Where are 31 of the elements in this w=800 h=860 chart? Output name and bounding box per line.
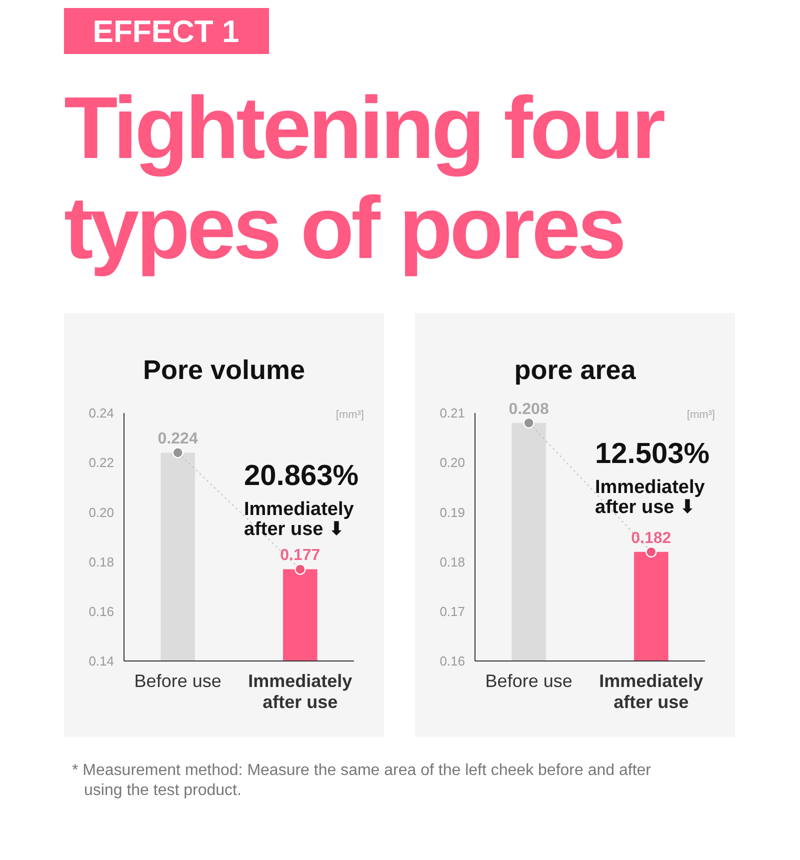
data-label: 0.177 xyxy=(280,547,320,564)
x-tick-label: Before use xyxy=(134,671,222,691)
text: 0.19 xyxy=(440,504,465,520)
data-label: 0.224 xyxy=(158,430,198,448)
text: 0.16 xyxy=(440,654,465,669)
chart-title: Pore volume xyxy=(142,355,306,385)
text: 0.24 xyxy=(88,406,114,421)
text: 0.18 xyxy=(88,554,114,570)
data-label: 0.182 xyxy=(631,530,672,547)
text: Tightening four types of pores xyxy=(64,78,664,277)
annotation: 20.863% xyxy=(244,460,359,492)
text: 0.14 xyxy=(88,654,114,669)
text: 0.18 xyxy=(440,554,465,570)
text: 0.20 xyxy=(440,455,465,470)
text: 0.20 xyxy=(88,504,114,520)
chart-title: pore area xyxy=(514,355,637,385)
annotation: 12.503% xyxy=(595,438,710,470)
y-axis-title: [mm³] xyxy=(336,409,364,421)
text: 0.17 xyxy=(440,604,465,619)
text: 0.21 xyxy=(440,406,465,421)
data-label: 0.208 xyxy=(508,400,549,418)
annotation: Immediately after use ⬇ xyxy=(595,477,706,518)
text: 0.22 xyxy=(88,455,114,470)
text: * Measurement method: Measure the same area of the left cheek before and after using the test product. xyxy=(72,762,652,799)
text: EFFECT 1 xyxy=(92,14,240,49)
x-tick-label: Immediately after use xyxy=(599,671,704,712)
x-tick-label: Before use xyxy=(485,671,572,691)
x-tick-label: Immediately after use xyxy=(248,671,352,712)
text: 0.16 xyxy=(88,604,114,619)
annotation: Immediately after use ⬇ xyxy=(244,499,354,540)
y-axis-title: [mm³] xyxy=(686,409,715,421)
